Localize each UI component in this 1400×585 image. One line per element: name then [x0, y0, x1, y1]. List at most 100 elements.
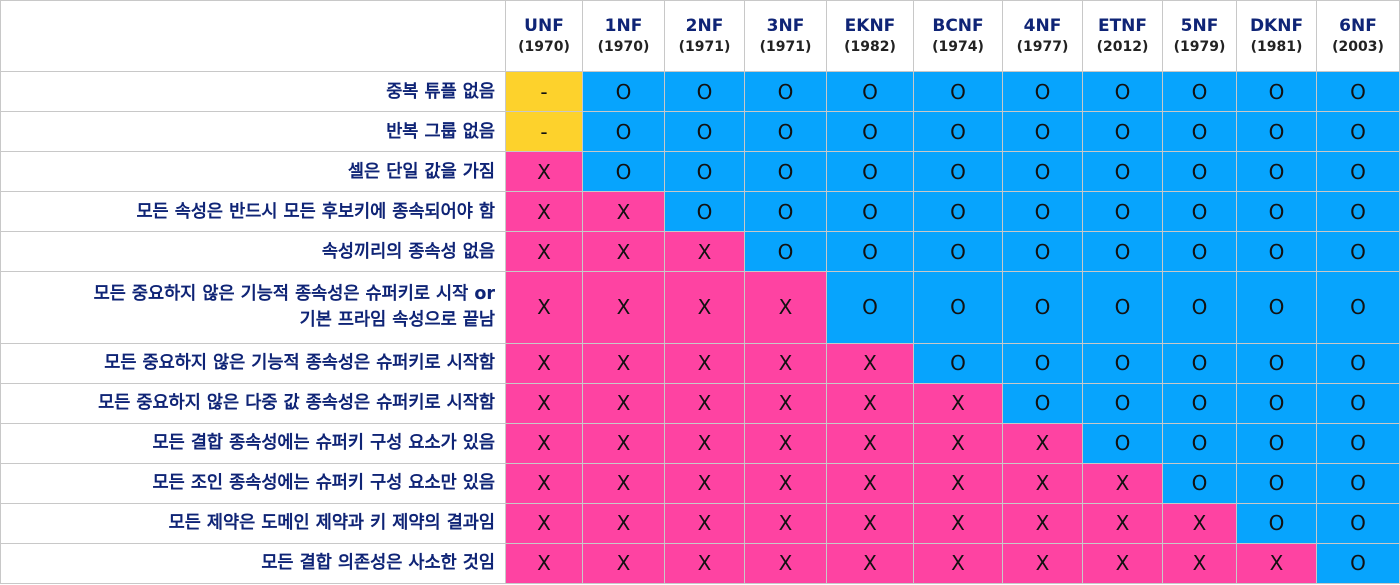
- value-cell: O: [1162, 111, 1237, 153]
- value-cell: X: [505, 422, 583, 464]
- value-cell: O: [1316, 422, 1400, 464]
- value-cell: O: [1082, 271, 1163, 344]
- table-row: 셀은 단일 값을 가짐 X O O O O O O O O O O: [0, 151, 1400, 193]
- nf-year: (1970): [518, 39, 570, 55]
- value-cell: X: [664, 542, 745, 585]
- nf-name: BCNF: [932, 16, 984, 36]
- value-cell: O: [1236, 111, 1317, 153]
- value-cell: O: [1236, 502, 1317, 544]
- value-cell: O: [664, 70, 745, 113]
- table-row: 모든 제약은 도메인 제약과 키 제약의 결과임 X X X X X X X X X O O: [0, 502, 1400, 544]
- nf-year: (2003): [1332, 39, 1384, 55]
- value-cell: O: [913, 271, 1003, 344]
- requirement-label: 모든 중요하지 않은 다중 값 종속성은 슈퍼키로 시작함: [0, 382, 506, 424]
- value-cell: O: [1236, 342, 1317, 384]
- value-cell: X: [505, 382, 583, 424]
- nf-header-4nf: 4NF (1977): [1002, 0, 1083, 72]
- requirement-label: 모든 중요하지 않은 기능적 종속성은 슈퍼키로 시작 or 기본 프라임 속성…: [0, 271, 506, 344]
- value-cell: O: [582, 151, 665, 193]
- value-cell: X: [826, 342, 914, 384]
- value-cell: X: [1002, 542, 1083, 585]
- nf-year: (1982): [844, 39, 896, 55]
- value-cell: O: [1002, 151, 1083, 193]
- value-cell: O: [582, 70, 665, 113]
- value-cell: O: [1236, 271, 1317, 344]
- value-cell: O: [1162, 151, 1237, 193]
- value-cell: X: [505, 502, 583, 544]
- nf-name: 2NF: [685, 16, 724, 36]
- value-cell: X: [664, 342, 745, 384]
- value-cell: X: [744, 342, 827, 384]
- value-cell: O: [1002, 111, 1083, 153]
- value-cell: O: [1316, 231, 1400, 273]
- value-cell: O: [1316, 462, 1400, 504]
- table-row: 중복 튜플 없음 - O O O O O O O O O O: [0, 70, 1400, 113]
- value-cell: O: [744, 191, 827, 233]
- value-cell: X: [505, 542, 583, 585]
- value-cell: X: [744, 271, 827, 344]
- value-cell: O: [826, 151, 914, 193]
- value-cell: O: [1002, 382, 1083, 424]
- nf-header-5nf: 5NF (1979): [1162, 0, 1237, 72]
- nf-year: (1971): [678, 39, 731, 55]
- value-cell: X: [505, 342, 583, 384]
- value-cell: O: [913, 191, 1003, 233]
- value-cell: O: [1162, 422, 1237, 464]
- value-cell: O: [913, 342, 1003, 384]
- value-cell: X: [664, 422, 745, 464]
- value-cell: X: [913, 502, 1003, 544]
- nf-year: (1971): [759, 39, 812, 55]
- value-cell: O: [1316, 191, 1400, 233]
- table-row: 모든 중요하지 않은 기능적 종속성은 슈퍼키로 시작함 X X X X X O O O O O O: [0, 342, 1400, 384]
- value-cell: O: [582, 111, 665, 153]
- nf-name: 3NF: [766, 16, 805, 36]
- value-cell: X: [664, 231, 745, 273]
- value-cell: X: [913, 462, 1003, 504]
- value-cell: X: [505, 191, 583, 233]
- value-cell: O: [1162, 231, 1237, 273]
- value-cell: X: [582, 191, 665, 233]
- value-cell: O: [1162, 342, 1237, 384]
- value-cell: O: [913, 111, 1003, 153]
- nf-header-3nf: 3NF (1971): [744, 0, 827, 72]
- nf-name: 5NF: [1180, 16, 1219, 36]
- value-cell: O: [1236, 231, 1317, 273]
- table-row: 모든 결합 종속성에는 슈퍼키 구성 요소가 있음 X X X X X X X O O O O: [0, 422, 1400, 464]
- corner-cell: [0, 0, 506, 72]
- value-cell: O: [1082, 422, 1163, 464]
- value-cell: O: [1236, 422, 1317, 464]
- value-cell: X: [1162, 542, 1237, 585]
- value-cell: O: [1236, 151, 1317, 193]
- nf-header-6nf: 6NF (2003): [1316, 0, 1400, 72]
- nf-header-etnf: ETNF (2012): [1082, 0, 1163, 72]
- value-cell: X: [664, 271, 745, 344]
- nf-name: 6NF: [1339, 16, 1377, 36]
- value-cell: X: [505, 271, 583, 344]
- nf-name: DKNF: [1249, 16, 1304, 36]
- value-cell: O: [1082, 111, 1163, 153]
- value-cell: X: [582, 422, 665, 464]
- value-cell: X: [582, 462, 665, 504]
- value-cell: X: [1082, 542, 1163, 585]
- value-cell: X: [826, 462, 914, 504]
- value-cell: O: [826, 70, 914, 113]
- value-cell: O: [1316, 70, 1400, 113]
- value-cell: O: [1316, 271, 1400, 344]
- value-cell: O: [1236, 70, 1317, 113]
- value-cell: X: [1082, 502, 1163, 544]
- nf-name: EKNF: [844, 16, 896, 36]
- nf-name: 1NF: [604, 16, 643, 36]
- value-cell: X: [582, 382, 665, 424]
- requirement-label: 속성끼리의 종속성 없음: [0, 231, 506, 273]
- value-cell: O: [1162, 191, 1237, 233]
- value-cell: X: [744, 422, 827, 464]
- value-cell: O: [913, 151, 1003, 193]
- value-cell: X: [913, 382, 1003, 424]
- value-cell: O: [826, 111, 914, 153]
- value-cell: O: [1002, 191, 1083, 233]
- value-cell: X: [913, 542, 1003, 585]
- value-cell: O: [1002, 70, 1083, 113]
- value-cell: O: [1162, 70, 1237, 113]
- value-cell: X: [826, 502, 914, 544]
